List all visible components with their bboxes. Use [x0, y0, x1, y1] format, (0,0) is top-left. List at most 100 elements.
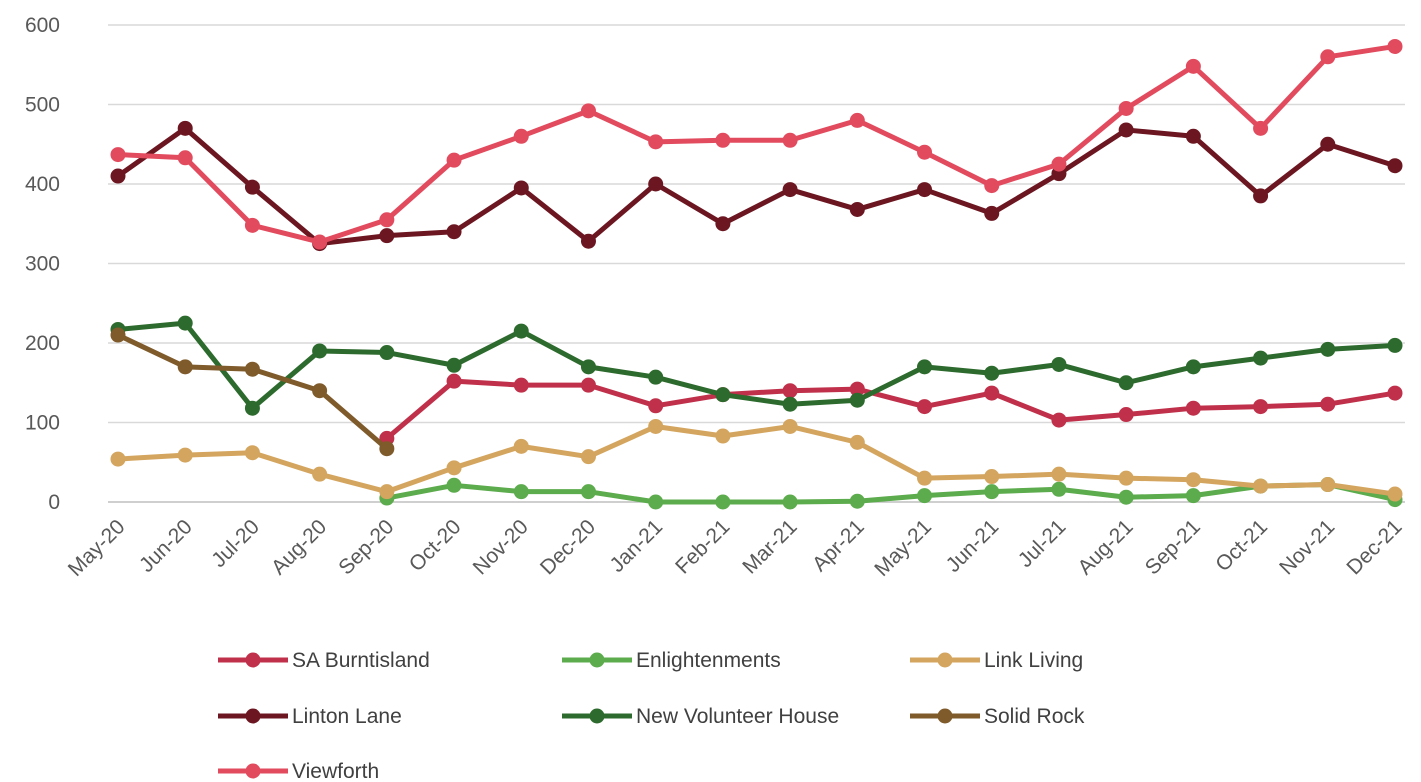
data-point — [648, 134, 664, 150]
x-tick-label: Jul-21 — [1014, 515, 1071, 572]
data-point — [1253, 350, 1269, 366]
data-point — [648, 369, 664, 385]
data-point — [513, 377, 529, 393]
data-point — [984, 385, 1000, 401]
legend-label: Linton Lane — [292, 705, 402, 728]
x-tick-label: Aug-21 — [1074, 515, 1138, 579]
data-point — [1185, 128, 1201, 144]
data-point — [1320, 477, 1336, 493]
data-point — [244, 400, 260, 416]
x-tick-label: Oct-21 — [1211, 515, 1272, 576]
data-point — [715, 387, 731, 403]
data-point — [984, 484, 1000, 500]
data-point — [1387, 486, 1403, 502]
legend-item: Solid Rock — [910, 705, 1085, 728]
x-axis-ticks: May-20 Jun-20 Jul-20 Aug-20 Sep-20 Oct-20 Nov-… — [64, 515, 1407, 581]
legend-label: Solid Rock — [984, 705, 1085, 728]
data-point — [715, 428, 731, 444]
legend: SA Burntisland Enlightenments Link Living L… — [218, 649, 1085, 782]
data-point — [1185, 58, 1201, 74]
data-point — [782, 383, 798, 399]
data-point — [312, 466, 328, 482]
legend-swatch-marker — [245, 763, 261, 779]
data-point — [984, 365, 1000, 381]
data-point — [379, 484, 395, 500]
data-point — [1320, 396, 1336, 412]
data-point — [312, 343, 328, 359]
series-line — [115, 423, 1398, 497]
data-point — [648, 418, 664, 434]
data-point — [446, 152, 462, 168]
legend-swatch-marker — [589, 708, 605, 724]
x-tick-label: Jun-20 — [135, 515, 197, 577]
legend-swatch-marker — [245, 708, 261, 724]
y-tick-label: 200 — [25, 332, 60, 355]
data-point — [110, 327, 126, 343]
series-solid-rock — [110, 327, 395, 457]
y-axis-ticks: 0 100 200 300 400 500 600 — [25, 14, 60, 514]
data-point — [110, 451, 126, 467]
legend-label: Enlightenments — [636, 649, 781, 672]
data-point — [1185, 472, 1201, 488]
data-point — [110, 147, 126, 163]
data-point — [917, 144, 933, 160]
y-tick-label: 300 — [25, 253, 60, 276]
data-point — [1387, 385, 1403, 401]
data-point — [446, 357, 462, 373]
data-point — [513, 484, 529, 500]
data-point — [1118, 407, 1134, 423]
data-point — [580, 449, 596, 465]
data-point — [1185, 400, 1201, 416]
data-point — [917, 182, 933, 198]
x-tick-label: Feb-21 — [671, 515, 734, 578]
data-point — [917, 399, 933, 415]
data-point — [177, 150, 193, 166]
data-point — [177, 120, 193, 136]
data-point — [917, 470, 933, 486]
legend-swatch-marker — [245, 652, 261, 668]
data-point — [1253, 188, 1269, 204]
series-line — [384, 378, 1398, 441]
legend-label: New Volunteer House — [636, 705, 839, 728]
series-linton-lane — [110, 120, 1403, 252]
data-point — [312, 234, 328, 250]
data-point — [715, 494, 731, 510]
data-point — [849, 381, 865, 397]
data-point — [648, 176, 664, 192]
data-point — [513, 438, 529, 454]
data-point — [1387, 38, 1403, 54]
data-point — [513, 323, 529, 339]
y-tick-label: 600 — [25, 14, 60, 37]
legend-item: Enlightenments — [562, 649, 781, 672]
data-point — [782, 182, 798, 198]
data-point — [1051, 356, 1067, 372]
data-point — [379, 430, 395, 446]
data-point — [1320, 136, 1336, 152]
data-point — [580, 484, 596, 500]
data-point — [1320, 341, 1336, 357]
legend-swatch-marker — [937, 708, 953, 724]
data-point — [984, 469, 1000, 485]
legend-item: Link Living — [910, 649, 1083, 672]
data-point — [1320, 49, 1336, 65]
series-line — [115, 125, 1398, 247]
data-point — [648, 398, 664, 414]
data-point — [849, 434, 865, 450]
data-point — [580, 377, 596, 393]
series-enlightenments — [379, 477, 1403, 510]
legend-label: Link Living — [984, 649, 1083, 672]
data-point — [446, 224, 462, 240]
series-line — [115, 320, 1398, 411]
data-point — [1118, 375, 1134, 391]
x-tick-label: Dec-21 — [1342, 515, 1406, 579]
data-point — [1253, 478, 1269, 494]
data-point — [244, 217, 260, 233]
data-point — [917, 359, 933, 375]
series-line — [384, 482, 1398, 505]
data-point — [984, 178, 1000, 194]
data-point — [849, 493, 865, 509]
data-point — [446, 460, 462, 476]
series-link-living — [110, 418, 1403, 502]
